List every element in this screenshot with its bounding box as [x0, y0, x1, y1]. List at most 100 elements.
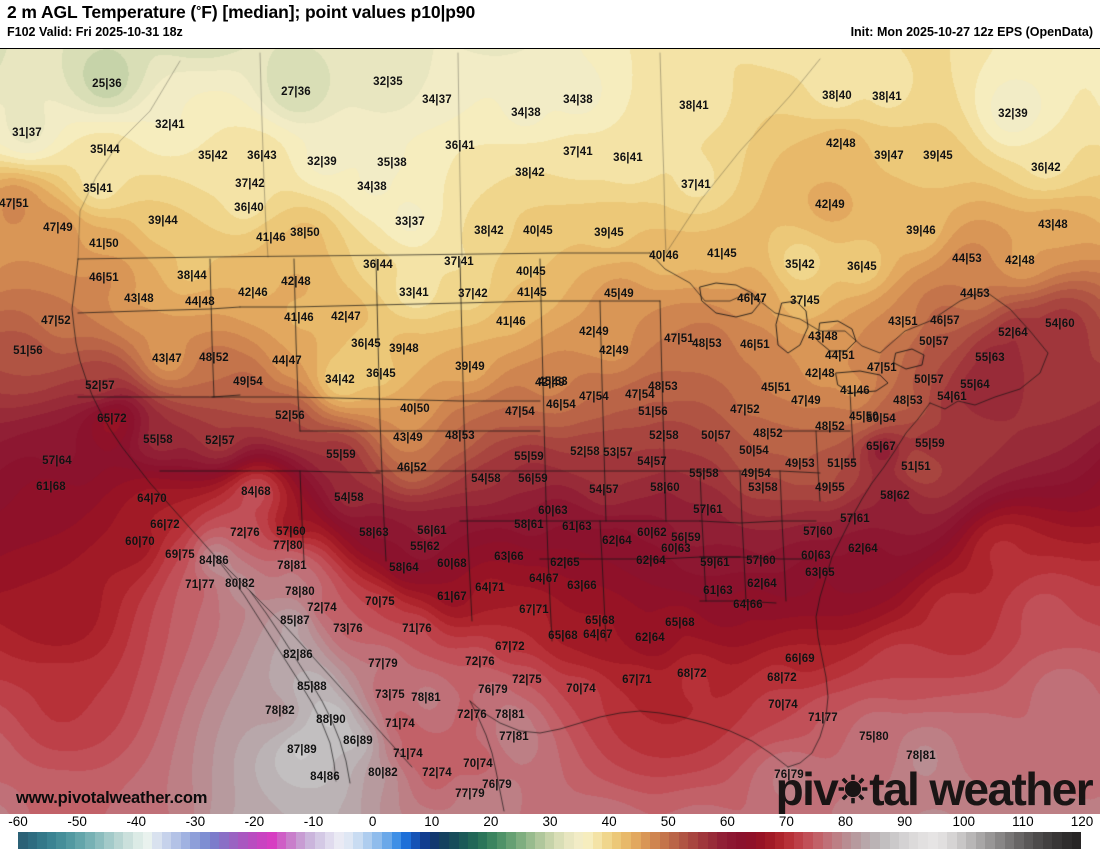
page-title: 2 m AGL Temperature (°F) [median]; point…: [7, 2, 475, 23]
colorbar-segment: [1023, 832, 1034, 849]
colorbar-tick-110: 110: [1012, 814, 1034, 829]
colorbar-segment: [908, 832, 919, 849]
colorbar-segment: [439, 832, 450, 849]
colorbar-tick--30: -30: [185, 814, 206, 829]
colorbar-tick--40: -40: [126, 814, 146, 829]
colorbar-segment: [401, 832, 411, 849]
colorbar-segment: [669, 832, 679, 849]
colorbar-tick-20: 20: [483, 814, 499, 829]
colorbar-segment: [228, 832, 239, 849]
colorbar-segment: [812, 832, 823, 849]
colorbar-tick-100: 100: [952, 814, 976, 829]
valid-time-label: F102 Valid: Fri 2025-10-31 18z: [7, 25, 183, 39]
colorbar-segment: [487, 832, 497, 849]
colorbar-segment: [717, 832, 727, 849]
colorbar-segment: [516, 832, 526, 849]
colorbar-tick--50: -50: [67, 814, 87, 829]
colorbar-tick-80: 80: [838, 814, 854, 829]
colorbar-segment: [554, 832, 564, 849]
colorbar-segment: [477, 832, 488, 849]
watermark-text-part1: piv: [775, 763, 839, 814]
colorbar-segment: [650, 832, 660, 849]
colorbar-segment: [966, 832, 976, 849]
colorbar-tick-90: 90: [897, 814, 913, 829]
colorbar-segment: [736, 832, 746, 849]
colorbar-segment: [765, 832, 775, 849]
colorbar-segment: [247, 832, 258, 849]
colorbar-segment: [85, 832, 95, 849]
colorbar-segment: [803, 832, 813, 849]
colorbar-segment: [947, 832, 957, 849]
colorbar-segment: [65, 832, 76, 849]
colorbar-segment: [199, 832, 210, 849]
colorbar-segment: [75, 832, 86, 849]
colorbar-segment: [525, 832, 536, 849]
colorbar-segment: [698, 832, 708, 849]
colorbar-segment: [985, 832, 995, 849]
colorbar-segment: [113, 832, 124, 849]
colorbar-segment: [209, 832, 220, 849]
colorbar-segment: [468, 832, 478, 849]
colorbar-segment: [152, 832, 162, 849]
map-viewport[interactable]: 25|36 27|36 32|35 34|37 34|38 34|38 38|41 38|40…: [0, 48, 1100, 814]
colorbar-segment: [544, 832, 555, 849]
colorbar-tick--60: -60: [8, 814, 28, 829]
colorbar[interactable]: -60 -50 -40 -30 -20 -10 0 10 20 30 40 50 60 70 80 90 100…: [0, 814, 1100, 850]
colorbar-segment: [46, 832, 57, 849]
colorbar-segment: [927, 832, 938, 849]
colorbar-segment: [94, 832, 105, 849]
colorbar-segment: [573, 832, 584, 849]
colorbar-segment: [410, 832, 421, 849]
colorbar-segment: [793, 832, 804, 849]
colorbar-segment: [774, 832, 785, 849]
temperature-field-canvas[interactable]: [0, 49, 1100, 814]
colorbar-segment: [1014, 832, 1024, 849]
colorbar-segment: [889, 832, 900, 849]
title-prefix: 2 m AGL Temperature (: [7, 2, 197, 22]
colorbar-segment: [286, 832, 296, 849]
colorbar-segment: [563, 832, 574, 849]
colorbar-segment: [755, 832, 766, 849]
colorbar-segment: [362, 832, 373, 849]
colorbar-segment: [602, 832, 612, 849]
colorbar-segment: [257, 832, 268, 849]
colorbar-segment: [161, 832, 172, 849]
colorbar-segment: [295, 832, 306, 849]
colorbar-segment: [1071, 832, 1082, 849]
colorbar-segment: [420, 832, 430, 849]
colorbar-segment: [190, 832, 200, 849]
degree-symbol: °: [196, 3, 202, 18]
watermark-text-part2: tal weather: [869, 763, 1093, 814]
colorbar-tick-0: 0: [368, 814, 377, 829]
colorbar-segment: [592, 832, 603, 849]
colorbar-tick-40: 40: [601, 814, 617, 829]
colorbar-segment: [745, 832, 756, 849]
colorbar-segment: [621, 832, 631, 849]
colorbar-segment: [506, 832, 517, 849]
colorbar-segment: [822, 832, 833, 849]
colorbar-segment: [880, 832, 890, 849]
colorbar-tick-60: 60: [719, 814, 735, 829]
colorbar-segment: [171, 832, 181, 849]
colorbar-segment: [18, 832, 28, 849]
colorbar-segment: [458, 832, 469, 849]
colorbar-segment: [994, 832, 1005, 849]
colorbar-segment: [631, 832, 641, 849]
colorbar-segment: [372, 832, 382, 849]
colorbar-segment: [104, 832, 114, 849]
colorbar-segment: [56, 832, 66, 849]
colorbar-segment: [343, 832, 354, 849]
colorbar-gradient[interactable]: [18, 832, 1082, 849]
colorbar-segment: [640, 832, 651, 849]
colorbar-segment: [975, 832, 986, 849]
colorbar-segment: [860, 832, 871, 849]
colorbar-segment: [688, 832, 699, 849]
colorbar-segment: [841, 832, 852, 849]
colorbar-segment: [659, 832, 670, 849]
pivotal-weather-watermark: piv: [775, 763, 1094, 814]
colorbar-segment: [305, 832, 315, 849]
title-suffix: F) [median]; point values p10|p90: [201, 2, 476, 22]
colorbar-segment: [678, 832, 689, 849]
colorbar-segment: [429, 832, 440, 849]
